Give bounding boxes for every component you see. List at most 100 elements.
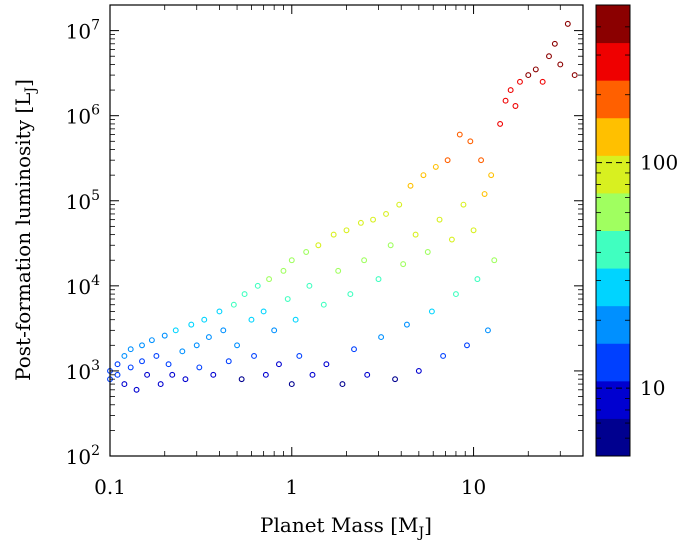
data-point <box>292 316 299 323</box>
colorbar-segment <box>596 192 630 231</box>
data-point <box>460 201 467 208</box>
data-point <box>491 257 498 264</box>
data-point <box>444 157 451 164</box>
data-point <box>497 120 504 127</box>
y-tick-label: 104 <box>66 273 100 299</box>
colorbar-segment <box>596 418 630 457</box>
data-point <box>396 201 403 208</box>
data-point <box>375 276 382 283</box>
colorbar-segment <box>596 343 630 382</box>
data-point <box>201 316 208 323</box>
data-point <box>564 20 571 27</box>
data-point <box>551 40 558 47</box>
data-point <box>241 291 248 298</box>
data-point <box>432 163 439 170</box>
data-point <box>248 316 255 323</box>
data-point <box>470 227 477 234</box>
data-point <box>525 72 532 79</box>
data-point <box>127 346 134 353</box>
x-tick-label: 1 <box>285 475 298 499</box>
data-point <box>456 131 463 138</box>
data-point <box>276 361 282 368</box>
data-point <box>448 236 455 243</box>
data-point <box>121 381 128 388</box>
data-point <box>403 321 410 328</box>
data-point <box>234 342 241 349</box>
data-point <box>357 219 364 226</box>
ticks-layer: 0.1 1 10 102 103 104 105 106 107 <box>66 5 583 499</box>
plot-background <box>110 5 583 456</box>
data-point <box>288 257 295 264</box>
data-point <box>139 358 145 365</box>
data-point <box>464 342 470 349</box>
y-tick-label: 105 <box>66 188 100 214</box>
data-point <box>323 361 330 368</box>
data-point <box>306 282 313 289</box>
data-point <box>320 301 327 308</box>
x-tick-label: 10 <box>461 475 486 499</box>
data-point <box>330 231 337 238</box>
y-tick-label: 106 <box>66 103 100 129</box>
colorbar-segment <box>596 5 630 44</box>
colorbar-segment <box>596 80 630 119</box>
data-point <box>474 276 481 283</box>
data-point <box>339 381 346 388</box>
data-point <box>230 301 237 308</box>
data-point <box>114 361 121 368</box>
y-axis-label: Post-formation luminosity [LJ] <box>11 79 39 381</box>
data-point <box>502 97 509 104</box>
data-point <box>383 211 389 217</box>
data-point <box>343 227 350 234</box>
colorbar-segment <box>596 230 630 269</box>
data-point <box>407 182 414 189</box>
data-point <box>517 78 523 85</box>
data-point <box>271 327 278 334</box>
data-point <box>364 371 371 378</box>
data-point <box>412 231 419 238</box>
data-point <box>303 249 310 255</box>
colorbar-segment <box>596 155 630 194</box>
data-point <box>378 334 385 341</box>
data-point <box>205 334 212 341</box>
data-point <box>127 364 134 371</box>
data-point <box>144 371 151 378</box>
data-point <box>400 261 407 268</box>
data-point <box>284 296 291 302</box>
data-point <box>260 308 267 315</box>
points-layer <box>107 20 578 393</box>
data-point <box>309 371 316 378</box>
data-point <box>153 352 160 359</box>
x-axis-label: Planet Mass [MJ] <box>260 513 432 541</box>
colorbar-segment <box>596 380 630 419</box>
data-point <box>436 216 443 223</box>
data-point <box>172 327 179 334</box>
data-point <box>114 371 121 378</box>
data-point <box>165 361 172 368</box>
data-point <box>169 371 176 378</box>
plot-frame <box>109 4 584 457</box>
data-point <box>210 371 217 378</box>
data-point <box>415 367 422 374</box>
colorbar-frame <box>595 4 631 457</box>
data-point <box>315 242 322 249</box>
data-point <box>238 376 245 383</box>
colorbar: 10 100 <box>596 5 678 457</box>
data-point <box>467 138 474 145</box>
y-tick-label: 102 <box>66 443 100 469</box>
data-point <box>296 352 303 359</box>
data-point <box>452 291 459 298</box>
data-point <box>571 72 578 79</box>
data-point <box>262 371 269 378</box>
data-point <box>420 172 427 179</box>
data-point <box>370 216 377 223</box>
y-tick-label: 107 <box>66 18 100 44</box>
data-point <box>251 352 257 359</box>
x-tick-label: 0.1 <box>94 475 126 499</box>
data-point <box>361 257 368 264</box>
data-point <box>188 321 195 328</box>
data-point <box>387 242 394 249</box>
data-point <box>335 267 342 274</box>
colorbar-tick-label: 100 <box>640 151 678 175</box>
data-point <box>428 308 435 315</box>
